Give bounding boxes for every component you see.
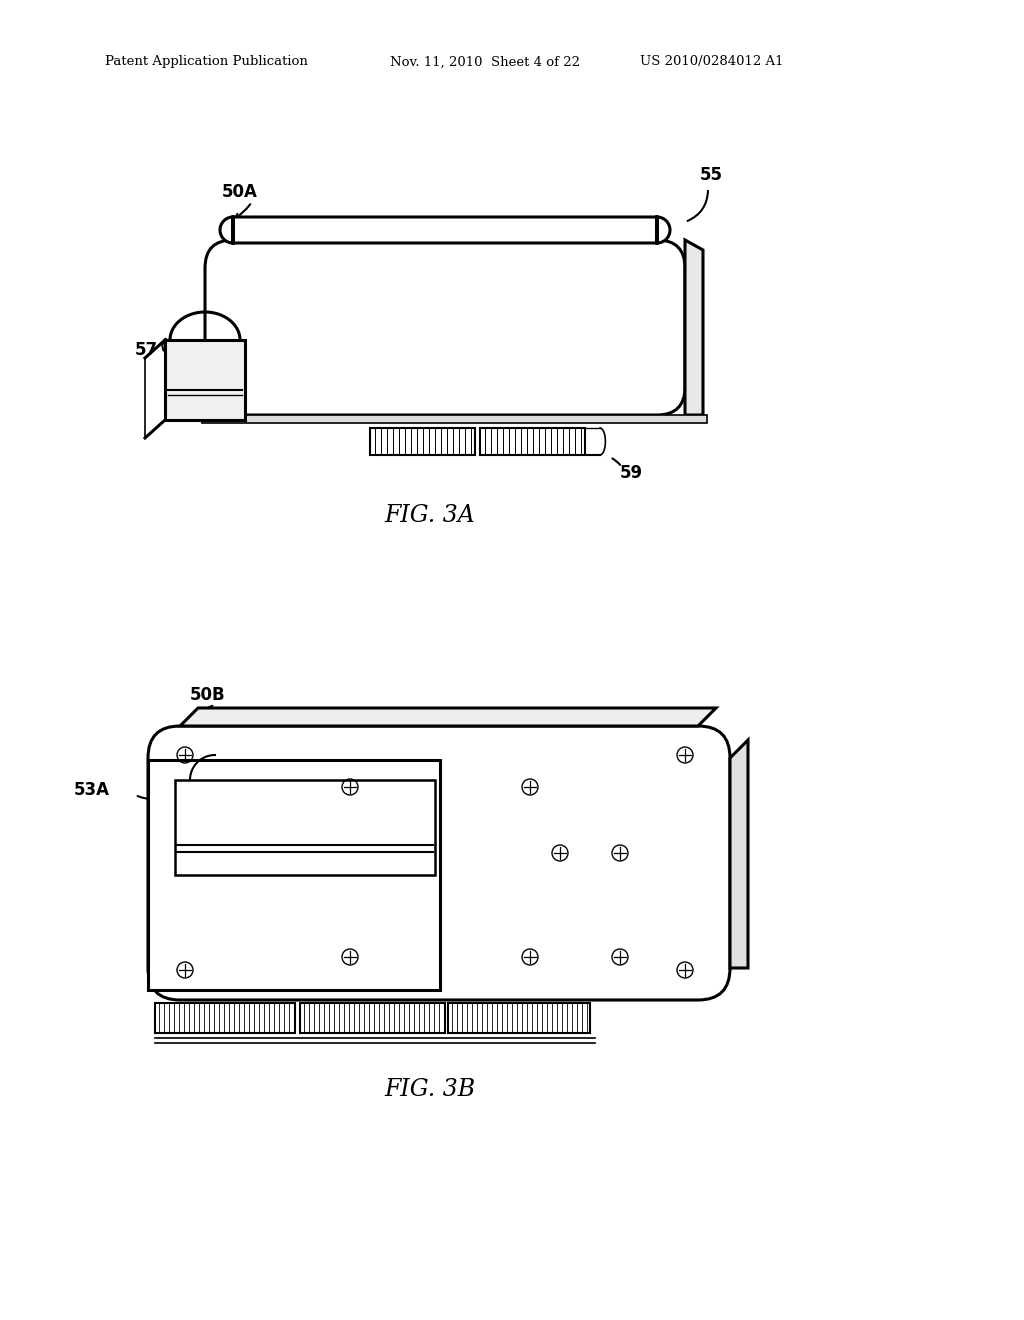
Polygon shape bbox=[148, 760, 440, 990]
Text: Nov. 11, 2010  Sheet 4 of 22: Nov. 11, 2010 Sheet 4 of 22 bbox=[390, 55, 580, 69]
Polygon shape bbox=[685, 240, 703, 414]
Bar bbox=[370, 428, 475, 455]
FancyBboxPatch shape bbox=[205, 240, 685, 414]
Text: 57: 57 bbox=[135, 341, 158, 359]
Text: 50B: 50B bbox=[190, 686, 225, 704]
Polygon shape bbox=[165, 341, 245, 420]
Polygon shape bbox=[730, 741, 748, 968]
Text: 50A: 50A bbox=[222, 183, 258, 201]
Bar bbox=[300, 1003, 445, 1034]
Text: Patent Application Publication: Patent Application Publication bbox=[105, 55, 308, 69]
Text: 53A: 53A bbox=[74, 781, 110, 799]
Bar bbox=[480, 428, 585, 455]
Text: 55: 55 bbox=[700, 166, 723, 183]
Text: FIG. 3A: FIG. 3A bbox=[385, 503, 475, 527]
FancyBboxPatch shape bbox=[148, 726, 730, 1001]
Bar bbox=[175, 780, 435, 875]
Bar bbox=[202, 414, 707, 422]
Polygon shape bbox=[180, 708, 716, 726]
Bar bbox=[155, 1003, 295, 1034]
Polygon shape bbox=[220, 216, 670, 243]
Bar bbox=[449, 1003, 590, 1034]
Text: 59: 59 bbox=[620, 465, 643, 482]
Text: US 2010/0284012 A1: US 2010/0284012 A1 bbox=[640, 55, 783, 69]
Text: FIG. 3B: FIG. 3B bbox=[384, 1078, 475, 1101]
